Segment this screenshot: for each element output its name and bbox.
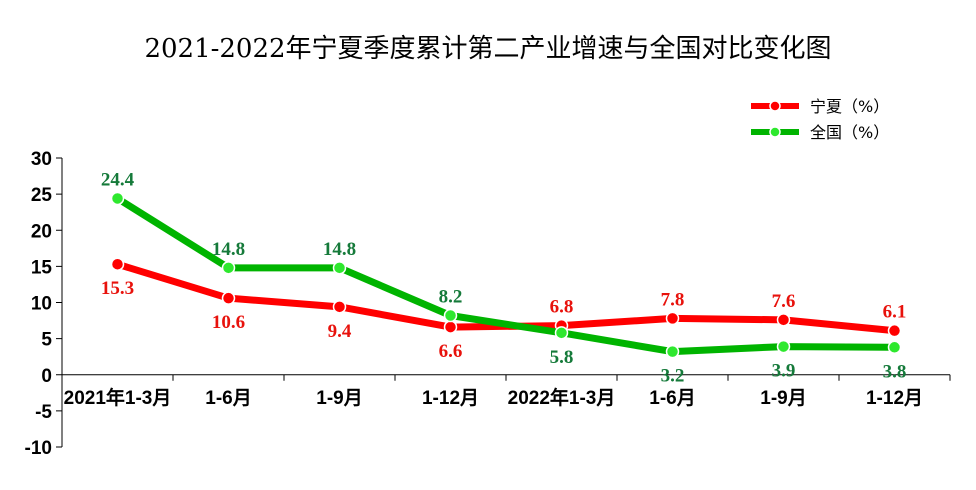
legend-item-ningxia: 宁夏（%）	[751, 97, 889, 116]
data-label: 3.2	[661, 366, 685, 387]
data-label: 6.6	[439, 341, 463, 362]
y-tick-label: 15	[31, 257, 53, 278]
x-tick-label: 1-6月	[205, 388, 251, 409]
y-tick-label: 5	[41, 330, 52, 351]
y-tick-label: -5	[35, 402, 52, 423]
data-point	[887, 323, 902, 338]
legend-marker-national	[769, 126, 781, 138]
data-point	[665, 344, 680, 359]
data-point	[443, 320, 458, 334]
x-tick-label: 1-9月	[760, 388, 806, 409]
y-tick-label: 30	[31, 149, 52, 170]
data-label: 15.3	[101, 278, 134, 299]
x-tick-label: 1-9月	[316, 388, 362, 409]
data-label: 9.4	[328, 321, 352, 342]
data-label: 6.8	[550, 297, 574, 318]
y-tick-label: 10	[31, 294, 52, 315]
data-label: 14.8	[212, 239, 245, 260]
data-label: 14.8	[323, 239, 356, 260]
data-point	[221, 261, 236, 275]
series-layer	[110, 191, 902, 359]
data-label: 3.9	[772, 361, 796, 382]
data-point	[332, 261, 347, 275]
x-tick-label: 1-12月	[422, 388, 479, 409]
legend-label-ningxia: 宁夏（%）	[810, 97, 889, 116]
series-line-1	[114, 194, 898, 356]
legend-item-national: 全国（%）	[751, 123, 889, 142]
x-tick-label: 2022年1-3月	[508, 386, 616, 409]
data-label: 24.4	[101, 169, 135, 190]
axes: 30 25 20 15 10 5 0 -5 -10 2021年1-3月 1-6月 1-9月 1-12月 2…	[25, 149, 951, 459]
x-tick-label: 1-12月	[866, 388, 923, 409]
legend: 宁夏（%） 全国（%）	[751, 97, 889, 142]
data-label: 8.2	[439, 287, 463, 308]
data-label: 3.8	[883, 361, 907, 382]
data-label: 7.6	[772, 291, 796, 312]
data-label: 6.1	[883, 302, 907, 323]
legend-label-national: 全国（%）	[810, 123, 889, 142]
data-point	[776, 313, 791, 327]
data-point	[110, 257, 125, 271]
y-tick-label: 0	[41, 366, 52, 387]
x-tick-label: 1-6月	[649, 388, 695, 409]
data-point	[776, 339, 791, 354]
x-tick-label: 2021年1-3月	[64, 386, 172, 409]
data-label: 7.8	[661, 289, 685, 310]
data-point	[554, 326, 569, 340]
data-point	[443, 308, 458, 323]
y-tick-label: 20	[31, 221, 52, 242]
y-tick-label: 25	[31, 185, 53, 206]
y-tick-label: -10	[25, 438, 52, 459]
data-labels: 15.3 10.6 9.4 6.6 6.8 7.8 7.6 6.1 24.4 14.8 14.8 8.…	[101, 169, 907, 386]
data-label: 5.8	[550, 347, 574, 368]
data-point	[665, 311, 680, 326]
data-point	[332, 300, 347, 314]
data-point	[221, 291, 236, 305]
data-point	[887, 340, 902, 355]
legend-marker-ningxia	[769, 100, 781, 112]
data-label: 10.6	[212, 312, 245, 333]
data-point	[110, 191, 125, 206]
chart-title: 2021-2022年宁夏季度累计第二产业增速与全国对比变化图	[144, 34, 831, 64]
